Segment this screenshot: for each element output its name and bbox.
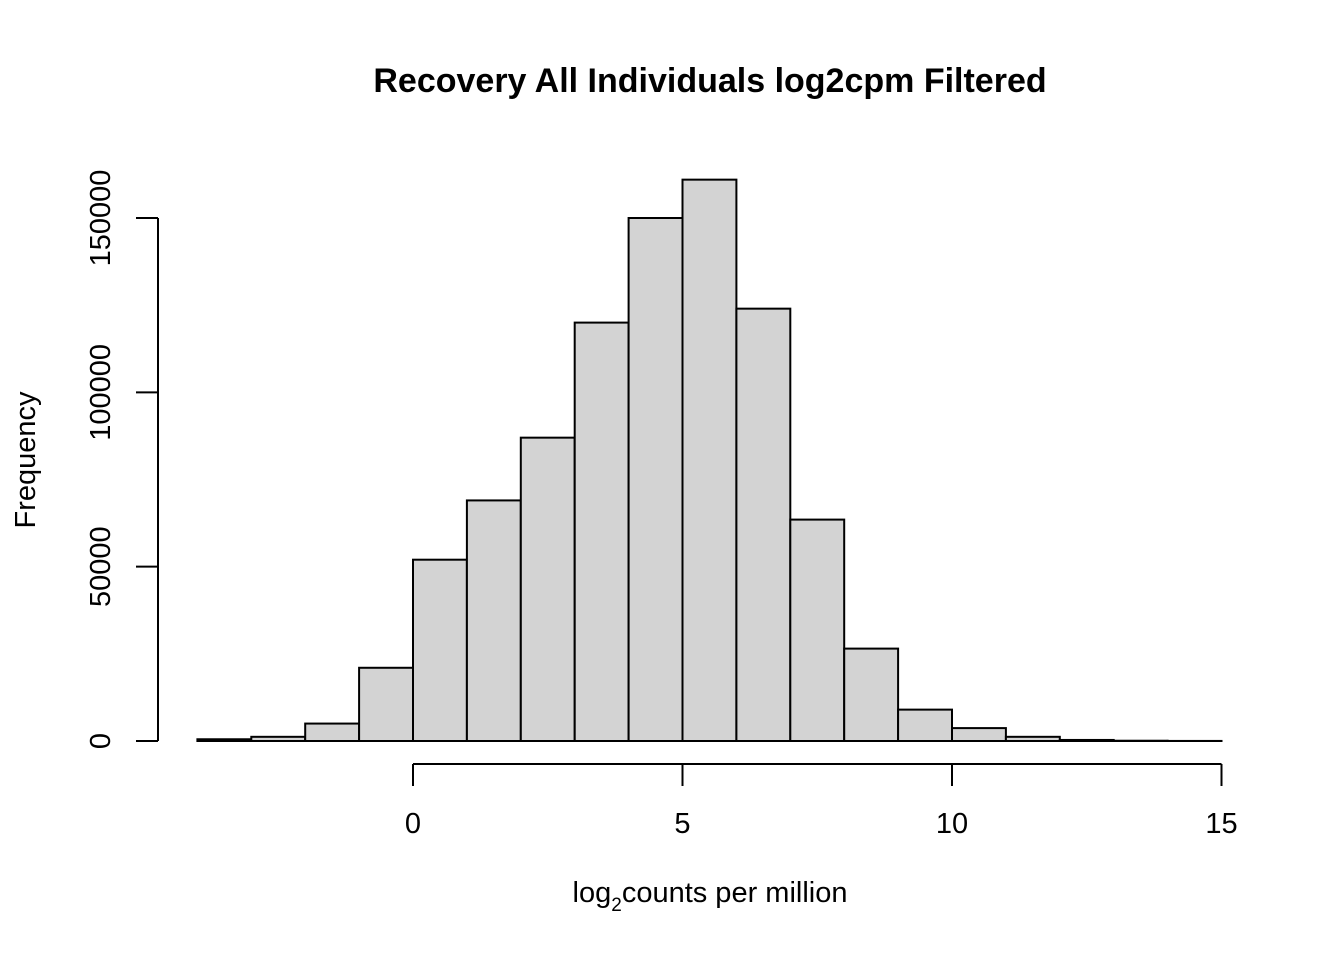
x-axis-label-rest: counts per million xyxy=(622,877,848,909)
histogram-bar xyxy=(519,436,576,742)
histogram-bar xyxy=(789,518,846,743)
y-tick-label: 50000 xyxy=(85,526,117,607)
y-tick-label: 0 xyxy=(85,733,117,749)
histogram-bar xyxy=(573,321,630,742)
histogram-bar xyxy=(735,307,792,742)
x-tick-label: 10 xyxy=(936,808,968,840)
x-axis-label: log2counts per million xyxy=(573,877,848,916)
x-tick-label: 0 xyxy=(405,808,421,840)
chart-title: Recovery All Individuals log2cpm Filtere… xyxy=(373,62,1046,100)
histogram-bar xyxy=(627,217,684,742)
histogram-bar xyxy=(358,666,415,743)
histogram-bar xyxy=(681,178,738,742)
histogram-bar xyxy=(951,727,1007,742)
x-tick-label: 15 xyxy=(1205,808,1237,840)
y-axis: 0 50000 100000 150000 xyxy=(85,170,159,749)
x-axis: 0 5 10 15 xyxy=(405,763,1238,840)
histogram-bar xyxy=(465,499,522,743)
y-tick-label: 100000 xyxy=(85,344,117,441)
y-axis-label: Frequency xyxy=(10,391,42,529)
histogram-bar xyxy=(412,558,468,743)
x-axis-label-log: log xyxy=(573,877,612,909)
histogram-bar xyxy=(897,708,953,742)
x-axis-label-subscript: 2 xyxy=(611,895,622,916)
histogram-bar xyxy=(304,722,361,742)
histogram-bars xyxy=(196,178,1223,743)
y-tick-label: 150000 xyxy=(85,170,117,267)
x-tick-label: 5 xyxy=(674,808,690,840)
histogram-bar xyxy=(843,647,900,742)
